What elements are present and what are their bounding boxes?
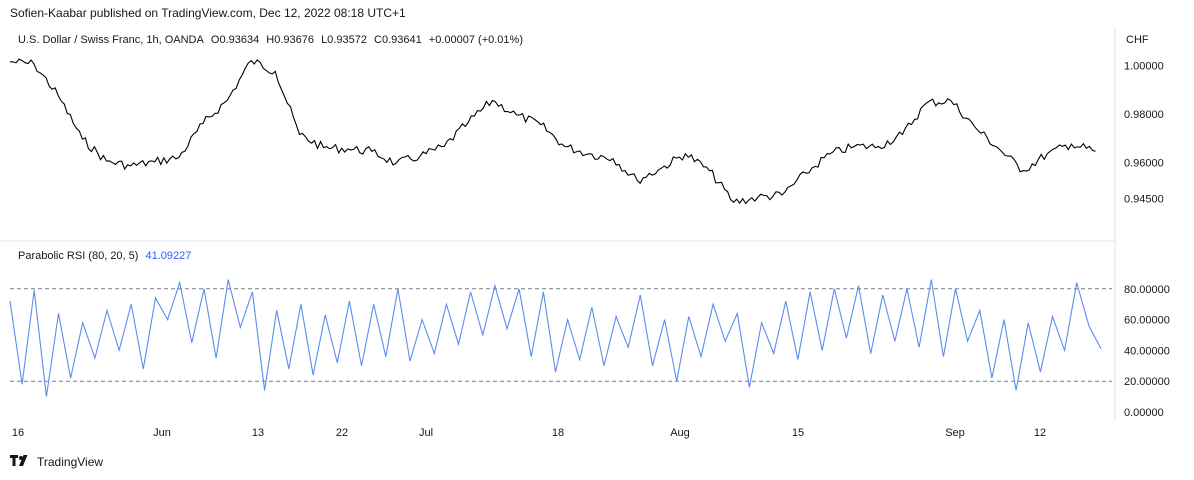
tradingview-logo-icon bbox=[10, 455, 28, 466]
time-axis-tick-label: 16 bbox=[12, 427, 24, 439]
time-axis-tick-label: Aug bbox=[670, 427, 690, 439]
indicator-value: 41.09227 bbox=[145, 250, 192, 262]
price-pane bbox=[9, 58, 1096, 205]
footer-brand[interactable]: TradingView bbox=[37, 455, 104, 469]
time-axis-tick-label: 22 bbox=[336, 427, 348, 439]
rsi-axis: 80.00000 60.00000 40.00000 20.00000 0.00000 bbox=[1124, 284, 1170, 419]
rsi-axis-tick-label: 20.00000 bbox=[1124, 376, 1170, 388]
ohlc-high: H0.93676 bbox=[266, 34, 314, 46]
indicator-name[interactable]: Parabolic RSI (80, 20, 5) bbox=[18, 250, 139, 262]
ohlc-open: O0.93634 bbox=[210, 34, 260, 46]
price-axis-tick-label: 0.94500 bbox=[1124, 194, 1164, 206]
price-axis: 1.00000 0.98000 0.96000 0.94500 bbox=[1124, 60, 1164, 205]
ohlc-low: L0.93572 bbox=[321, 34, 367, 46]
time-axis-tick-label: Sep bbox=[945, 427, 965, 439]
ohlc-close: C0.93641 bbox=[374, 34, 422, 46]
time-axis-tick-label: 12 bbox=[1034, 427, 1046, 439]
time-axis-tick-label: Jun bbox=[153, 427, 171, 439]
rsi-axis-tick-label: 40.00000 bbox=[1124, 345, 1170, 357]
price-axis-tick-label: 1.00000 bbox=[1124, 60, 1164, 72]
indicator-legend: Parabolic RSI (80, 20, 5) 41.09227 bbox=[18, 250, 191, 262]
rsi-series-line bbox=[9, 279, 1102, 397]
time-axis: 16 Jun 13 22 Jul 18 Aug 15 Sep 12 bbox=[12, 427, 1046, 439]
time-axis-tick-label: 13 bbox=[252, 427, 264, 439]
ohlc-change: +0.00007 (+0.01%) bbox=[428, 34, 523, 46]
time-axis-tick-label: 18 bbox=[552, 427, 564, 439]
symbol-title[interactable]: U.S. Dollar / Swiss Franc, 1h, OANDA bbox=[18, 34, 204, 46]
footer: TradingView bbox=[10, 455, 103, 469]
rsi-pane bbox=[9, 279, 1112, 397]
price-axis-tick-label: 0.98000 bbox=[1124, 109, 1164, 121]
time-axis-tick-label: Jul bbox=[419, 427, 433, 439]
rsi-axis-tick-label: 80.00000 bbox=[1124, 284, 1170, 296]
time-axis-tick-label: 15 bbox=[792, 427, 804, 439]
main-legend: U.S. Dollar / Swiss Franc, 1h, OANDA O0.… bbox=[18, 34, 527, 46]
currency-label: CHF bbox=[1126, 34, 1149, 46]
publisher-caption: Sofien-Kaabar published on TradingView.c… bbox=[10, 6, 406, 20]
price-axis-tick-label: 0.96000 bbox=[1124, 157, 1164, 169]
price-series-line bbox=[9, 58, 1096, 205]
rsi-axis-tick-label: 0.00000 bbox=[1124, 407, 1164, 419]
rsi-axis-tick-label: 60.00000 bbox=[1124, 315, 1170, 327]
